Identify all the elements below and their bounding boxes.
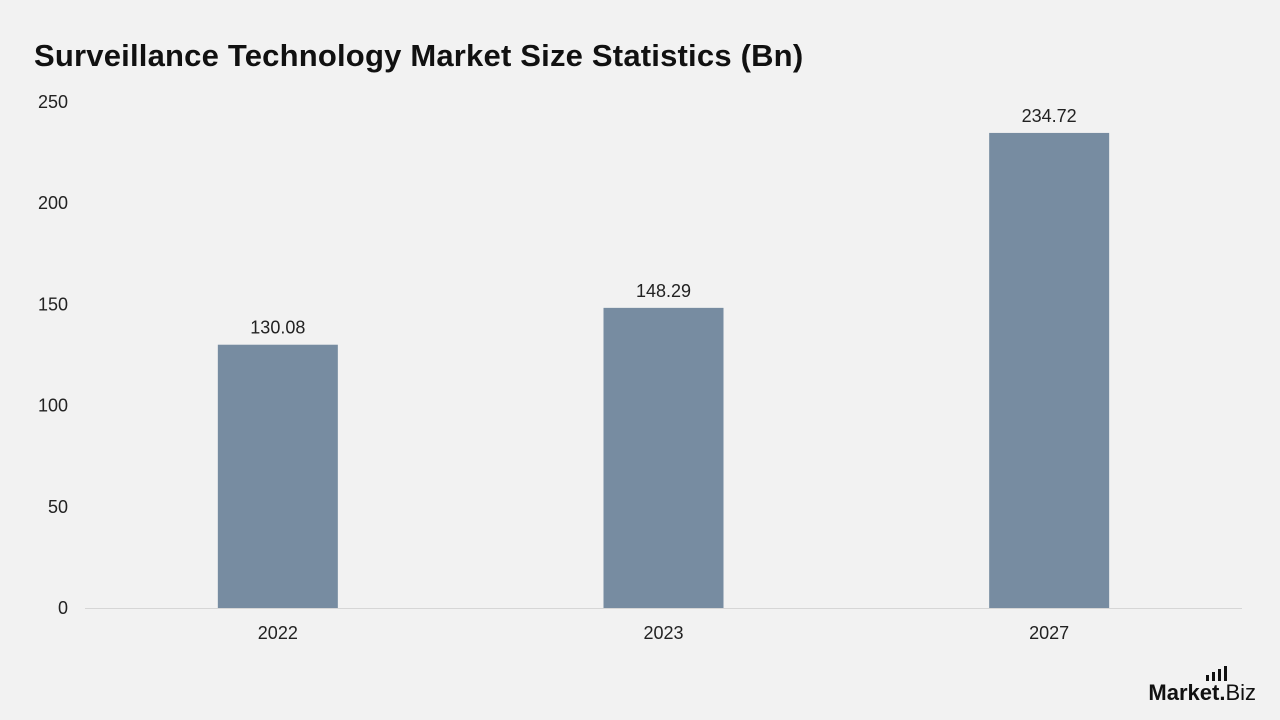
logo-main-text: Market: [1148, 666, 1228, 706]
marketbiz-logo: Market . Biz: [1148, 666, 1256, 706]
logo-bars-icon: [1206, 666, 1228, 681]
y-tick-label-0: 0: [58, 598, 68, 618]
y-tick-label-4: 200: [38, 193, 68, 213]
bar-2023: [603, 307, 724, 608]
y-tick-label-1: 50: [48, 497, 68, 517]
x-tick-label-2027: 2027: [1029, 623, 1069, 643]
bar-2027: [989, 132, 1110, 608]
x-axis-ticks: 2022 2023 2027: [258, 623, 1069, 643]
y-axis-ticks: 0 50 100 150 200 250: [38, 92, 68, 618]
data-label-2027: 234.72: [1022, 106, 1077, 126]
x-tick-label-2022: 2022: [258, 623, 298, 643]
bar-2022: [217, 344, 338, 608]
bars-group: 130.08 148.29 234.72: [217, 106, 1110, 608]
logo-sub-text: Biz: [1225, 680, 1256, 705]
y-tick-label-2: 100: [38, 396, 68, 416]
data-label-2022: 130.08: [250, 318, 305, 338]
y-tick-label-5: 250: [38, 92, 68, 112]
x-tick-label-2023: 2023: [643, 623, 683, 643]
data-label-2023: 148.29: [636, 281, 691, 301]
logo-dot: .: [1219, 680, 1226, 705]
chart-title: Surveillance Technology Market Size Stat…: [34, 38, 804, 73]
y-tick-label-3: 150: [38, 294, 68, 314]
